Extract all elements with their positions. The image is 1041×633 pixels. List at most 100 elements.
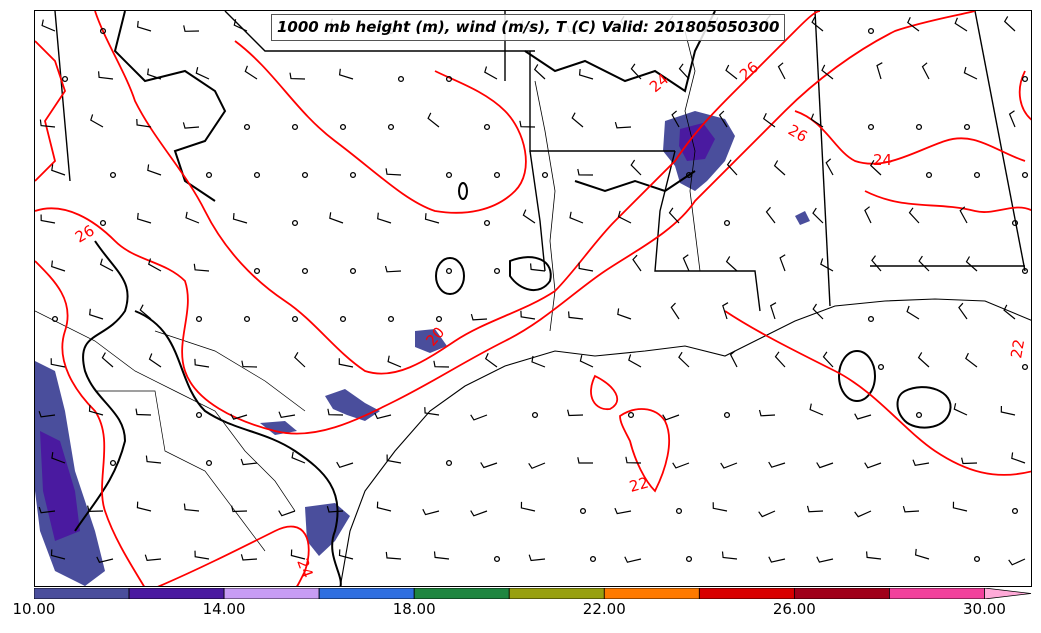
wind-barb	[953, 403, 968, 416]
wind-barb	[385, 551, 402, 560]
wind-speed-shading	[35, 111, 810, 586]
wind-barb	[195, 67, 210, 80]
calm-wind-circle	[349, 171, 357, 179]
calm-wind-circle	[301, 171, 309, 179]
wind-barb	[729, 350, 738, 368]
calm-wind-circle	[541, 171, 549, 179]
wind-barb	[870, 159, 882, 176]
calm-wind-circle	[387, 315, 395, 323]
wind-barb	[377, 212, 392, 224]
wind-barb	[952, 501, 968, 512]
calm-wind-circle	[1021, 267, 1029, 275]
wind-barb	[232, 213, 248, 224]
wind-barb	[568, 311, 584, 320]
wind-barb	[1000, 405, 1016, 416]
wind-barb	[578, 68, 594, 80]
wind-barb	[135, 408, 152, 416]
wind-barb	[1011, 452, 1026, 464]
wind-barb	[854, 510, 872, 518]
wind-barb	[774, 351, 786, 368]
wind-barb	[678, 351, 690, 368]
calm-wind-circle	[1021, 171, 1029, 179]
calm-wind-circle	[685, 171, 693, 179]
wind-barb	[240, 458, 258, 466]
shading-patch	[305, 503, 350, 556]
wind-barb	[906, 305, 920, 320]
calm-wind-circle	[973, 171, 981, 179]
wind-barb	[571, 112, 584, 128]
calm-wind-circle	[291, 219, 299, 227]
wind-barb	[231, 505, 248, 513]
colorbar-bin	[223, 588, 320, 599]
calm-wind-circle	[493, 267, 501, 275]
wind-barb	[144, 554, 162, 562]
wind-barb	[427, 112, 440, 128]
wind-barb	[822, 351, 834, 368]
calm-wind-circle	[253, 267, 261, 275]
state-line	[974, 11, 1026, 272]
colorbar-bin	[984, 588, 1032, 599]
wind-barb	[907, 16, 920, 32]
calm-wind-circle	[109, 171, 117, 179]
wind-barb	[1008, 110, 1016, 128]
wind-barb	[672, 462, 690, 469]
calm-wind-circle	[445, 267, 453, 275]
wind-barb	[386, 454, 402, 464]
calm-wind-circle	[445, 75, 453, 83]
wind-barb	[51, 452, 66, 464]
calm-wind-circle	[867, 315, 875, 323]
wind-barb	[241, 360, 258, 368]
wind-barb	[40, 214, 56, 224]
wind-barb	[424, 407, 440, 416]
wind-barb	[779, 254, 786, 272]
calm-wind-circle	[1011, 507, 1019, 515]
shading-patch	[260, 421, 297, 435]
calm-wind-circle	[483, 219, 491, 227]
wind-barb	[769, 302, 777, 320]
height-contour	[435, 257, 465, 295]
calm-wind-markers	[51, 27, 1029, 563]
contour-label: 24	[293, 556, 316, 580]
wind-barb	[136, 118, 152, 128]
calm-wind-circle	[253, 171, 261, 179]
wind-barb	[670, 302, 680, 320]
colorbar-tick-label: 18.00	[392, 600, 436, 618]
temperature-contour	[794, 110, 1026, 165]
calm-wind-circle	[339, 315, 347, 323]
wind-barb	[625, 456, 642, 464]
wind-barb	[954, 17, 968, 32]
county-lines	[35, 310, 306, 552]
height-contour	[896, 386, 952, 429]
wind-barb	[470, 414, 488, 421]
temperature-contour	[157, 525, 310, 586]
wind-barb	[578, 262, 594, 272]
wind-barb	[722, 302, 729, 320]
calm-wind-circle	[1021, 363, 1029, 371]
colorbar-tick-label: 22.00	[582, 600, 626, 618]
wind-barb	[338, 549, 354, 560]
contour-label: 22	[627, 474, 650, 496]
calm-wind-circle	[205, 459, 213, 467]
wind-barb	[194, 550, 210, 560]
wind-barb	[376, 501, 392, 512]
wind-barb	[965, 352, 978, 368]
calm-wind-circle	[877, 363, 885, 371]
wind-barb	[327, 408, 344, 416]
shading-patch	[325, 389, 380, 421]
contour-label: 26	[72, 221, 98, 246]
wind-barb	[51, 260, 66, 272]
calm-wind-circle	[963, 123, 971, 131]
state-line	[814, 11, 831, 307]
temperature-contour	[94, 11, 821, 375]
calm-wind-circle	[589, 555, 597, 563]
wind-barb	[806, 505, 824, 513]
temperature-contour	[35, 260, 145, 586]
contour-label: 22	[1007, 338, 1028, 360]
wind-barb	[88, 405, 104, 416]
wind-barb	[147, 258, 162, 272]
calm-wind-circle	[675, 507, 683, 515]
wind-barb	[768, 461, 786, 468]
calm-wind-circle	[579, 507, 587, 515]
height-contour	[838, 350, 876, 402]
wind-barb	[876, 62, 883, 80]
